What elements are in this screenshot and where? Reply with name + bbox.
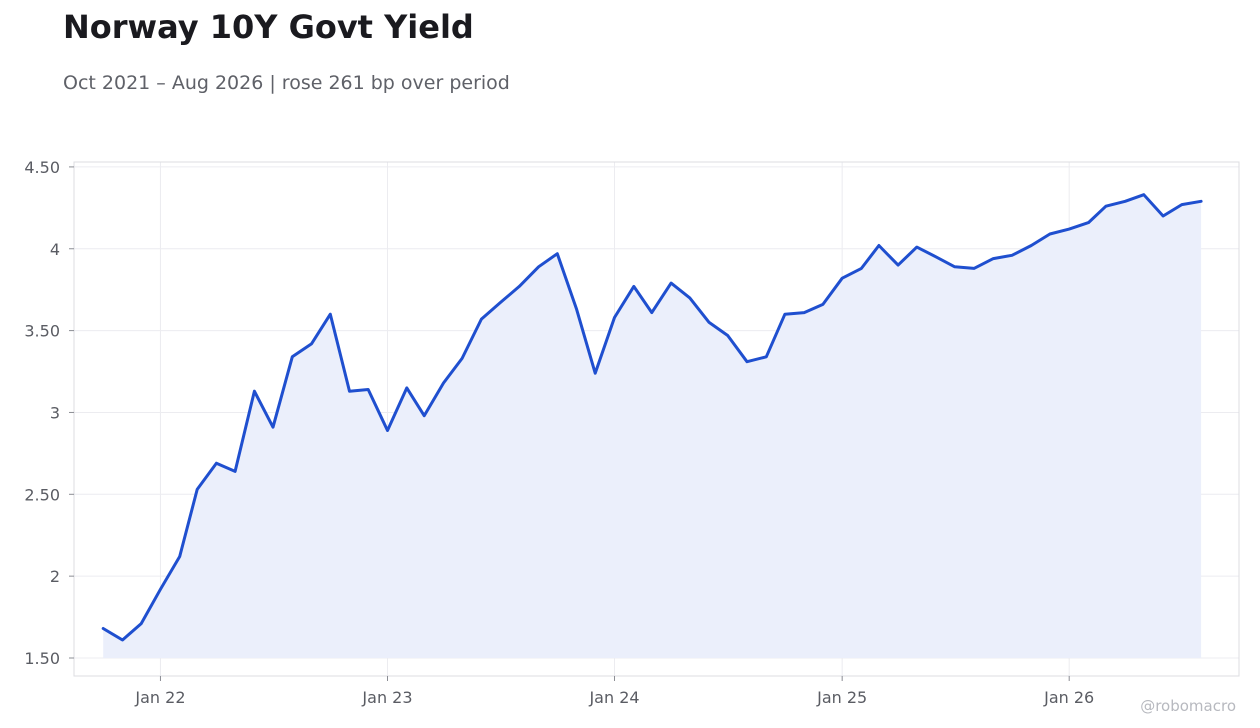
yield-series-line — [101, 193, 1203, 642]
y-axis: 1.50 2 2.50 3 3.50 4 4.50 — [24, 158, 74, 668]
x-tick-label: Jan 25 — [816, 688, 867, 707]
y-tick-label: 1.50 — [24, 649, 60, 668]
chart-subtitle: Oct 2021 – Aug 2026 | rose 261 bp over p… — [63, 72, 510, 94]
x-axis: Jan 22 Jan 23 Jan 24 Jan 25 Jan 26 — [134, 676, 1094, 707]
watermark: @robomacro — [1140, 697, 1236, 715]
chart-title: Norway 10Y Govt Yield — [63, 8, 474, 46]
y-tick-label: 4 — [50, 240, 60, 259]
y-tick-label: 4.50 — [24, 158, 60, 177]
plot-frame — [73, 161, 1240, 677]
y-tick-label: 3.50 — [24, 322, 60, 341]
y-tick-label: 2.50 — [24, 485, 60, 504]
x-tick-label: Jan 23 — [361, 688, 412, 707]
x-tick-label: Jan 24 — [588, 688, 639, 707]
y-tick-label: 3 — [50, 403, 60, 422]
area-fill — [103, 194, 1202, 658]
x-tick-label: Jan 22 — [134, 688, 185, 707]
y-tick-label: 2 — [50, 567, 60, 586]
x-tick-label: Jan 26 — [1043, 688, 1094, 707]
